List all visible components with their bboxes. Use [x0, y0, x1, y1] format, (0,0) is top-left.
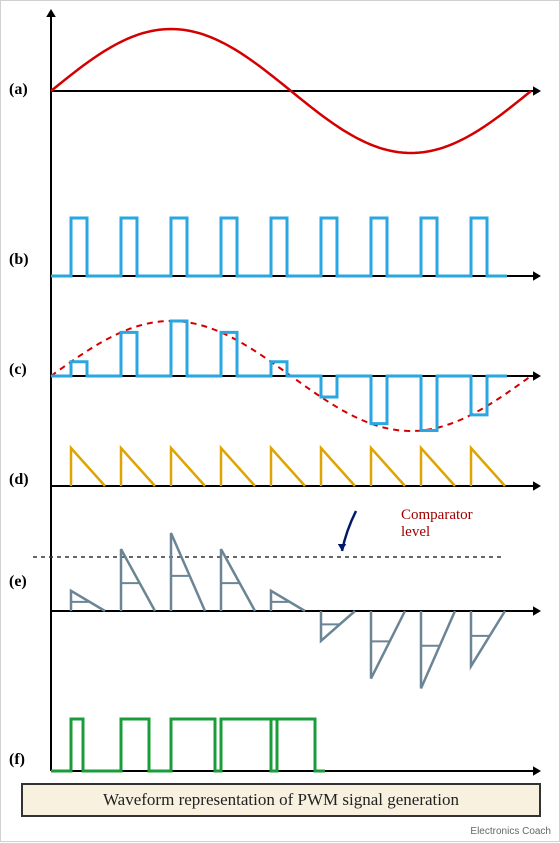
attribution: Electronics Coach — [470, 826, 551, 837]
waveform-diagram — [1, 1, 560, 843]
label-a: (a) — [9, 81, 28, 99]
label-b: (b) — [9, 251, 29, 269]
label-d: (d) — [9, 471, 29, 489]
label-e: (e) — [9, 573, 27, 591]
comparator-label: Comparatorlevel — [401, 507, 473, 540]
label-c: (c) — [9, 361, 27, 379]
caption: Waveform representation of PWM signal ge… — [21, 783, 541, 817]
label-f: (f) — [9, 751, 25, 769]
